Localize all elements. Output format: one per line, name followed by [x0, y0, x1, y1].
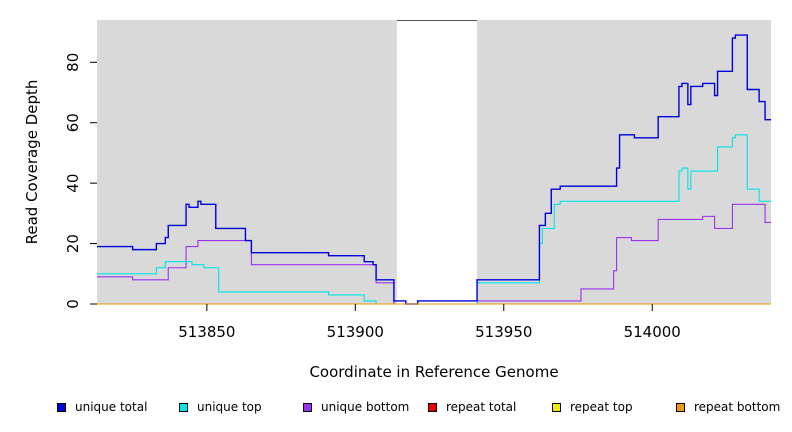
x-tick-label: 513900 — [327, 323, 384, 341]
series-line-unique-bottom — [97, 203, 771, 305]
legend-swatch — [179, 402, 188, 412]
series-layer — [97, 34, 771, 305]
y-tick-label: 0 — [64, 299, 82, 309]
series-line-unique-top — [97, 134, 771, 305]
coverage-chart: 513850 513900 513950 514000 0 20 40 60 80 Coord… — [23, 20, 771, 381]
x-tick-label: 514000 — [624, 323, 681, 341]
legend-item-unique-bottom: unique bottom — [303, 400, 409, 414]
legend-item-repeat-total: repeat total — [428, 400, 516, 414]
legend-label: unique bottom — [321, 400, 410, 414]
y-tick-label: 40 — [64, 174, 82, 193]
y-tick-label: 20 — [64, 234, 82, 253]
legend-label: repeat bottom — [694, 400, 781, 414]
series-line-unique-total — [97, 34, 771, 305]
legend-label: repeat total — [446, 400, 517, 414]
y-axis: 0 20 40 60 80 — [64, 53, 97, 309]
legend-item-repeat-bottom: repeat bottom — [676, 400, 780, 414]
legend-label: unique top — [197, 400, 262, 414]
y-tick-label: 80 — [64, 53, 82, 72]
legend-item-unique-total: unique total — [57, 400, 147, 414]
legend-label: repeat top — [570, 400, 633, 414]
unshaded-region — [396, 21, 478, 304]
y-tick-label: 60 — [64, 113, 82, 132]
x-axis: 513850 513900 513950 514000 — [178, 304, 681, 341]
legend-item-repeat-top: repeat top — [552, 400, 633, 414]
x-tick-label: 513850 — [178, 323, 235, 341]
legend-swatch — [552, 402, 561, 412]
legend-label: unique total — [75, 400, 148, 414]
legend-swatch — [303, 402, 312, 412]
legend-swatch — [676, 402, 685, 412]
legend-item-unique-top: unique top — [179, 400, 262, 414]
plot-background — [97, 20, 771, 304]
x-axis-title: Coordinate in Reference Genome — [309, 363, 558, 381]
legend: unique total unique top unique bottom repea… — [0, 400, 792, 420]
legend-swatch — [428, 402, 437, 412]
x-tick-label: 513950 — [475, 323, 532, 341]
y-axis-title: Read Coverage Depth — [23, 80, 41, 245]
legend-swatch — [57, 402, 66, 412]
